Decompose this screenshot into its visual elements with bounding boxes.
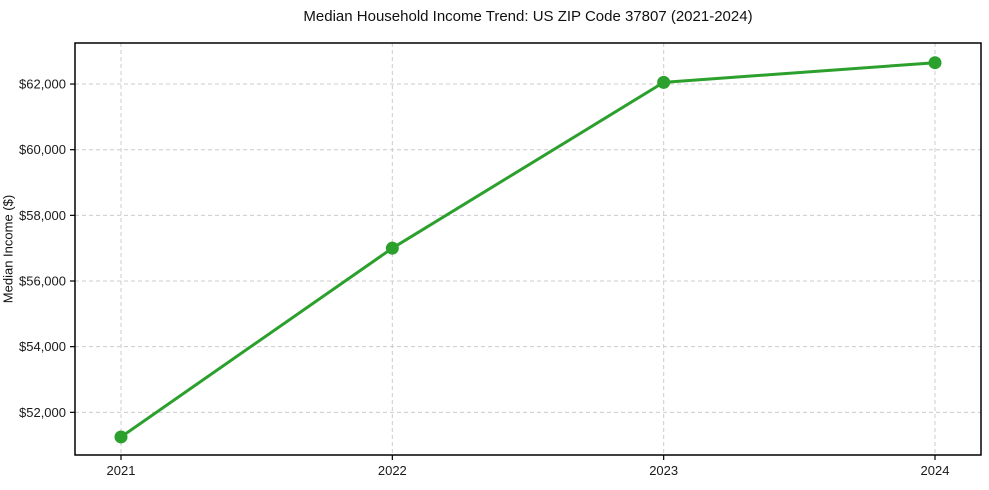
data-point-marker [114, 430, 128, 444]
chart-title: Median Household Income Trend: US ZIP Co… [303, 8, 753, 25]
y-tick-label: $62,000 [19, 77, 66, 92]
y-tick-label: $60,000 [19, 142, 66, 157]
y-tick-label: $58,000 [19, 208, 66, 223]
x-tick-label: 2023 [649, 463, 678, 478]
data-point-marker [928, 56, 942, 70]
trend-line [119, 61, 937, 439]
data-point-marker [657, 75, 671, 89]
y-tick-label: $56,000 [19, 274, 66, 289]
data-point-marker [385, 241, 399, 255]
y-tick-label: $52,000 [19, 405, 66, 420]
y-tick-label: $54,000 [19, 339, 66, 354]
x-tick-label: 2022 [378, 463, 407, 478]
x-tick-label: 2021 [107, 463, 136, 478]
x-tick-label: 2024 [921, 463, 950, 478]
plot-border [74, 42, 982, 456]
